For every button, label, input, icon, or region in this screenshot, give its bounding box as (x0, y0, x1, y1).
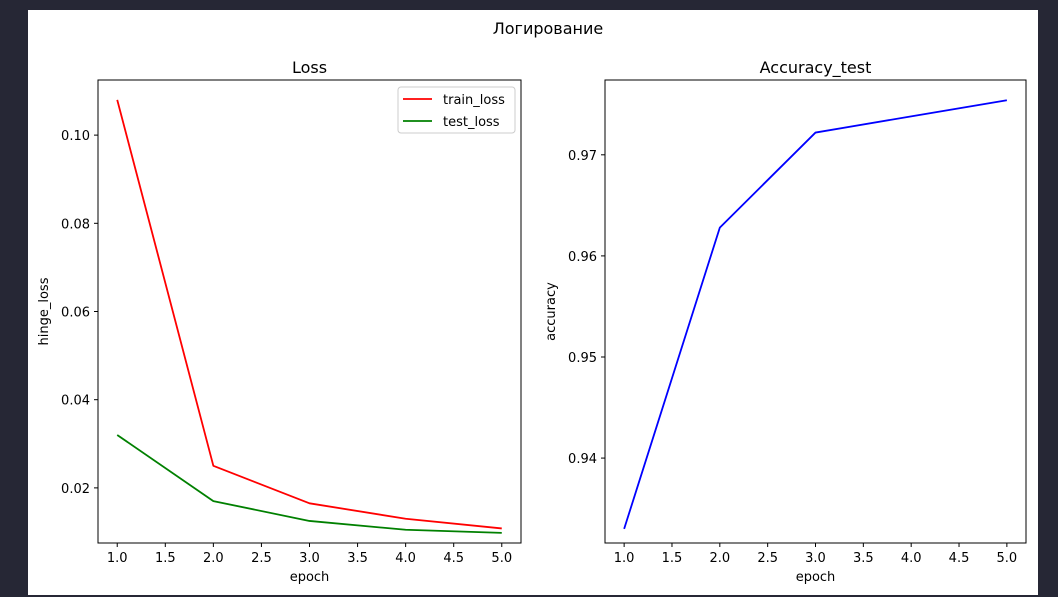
accuracy-chart: Accuracy_test 1.0 1.5 2.0 2.5 3.0 3.5 4.0 4.5 5.0… (544, 58, 1027, 585)
accuracy-chart-title: Accuracy_test (760, 58, 872, 78)
accuracy-y-tick-label: 0.94 (568, 452, 597, 467)
loss-x-tick-label: 2.5 (251, 551, 272, 566)
loss-y-tick-label: 0.08 (61, 217, 90, 232)
loss-line-test-loss (116, 434, 502, 534)
accuracy-y-tick-label: 0.95 (568, 351, 597, 366)
accuracy-x-tick-label: 4.0 (901, 551, 922, 566)
loss-x-tick-label: 1.0 (107, 551, 128, 566)
figure-suptitle: Логирование (493, 19, 604, 38)
loss-y-tick-label: 0.10 (61, 129, 90, 144)
figure: Логирование Loss 1.0 1.5 2.0 2.5 3.0 3.5 4.0 4.5… (28, 10, 1038, 595)
loss-x-tick-label: 4.0 (395, 551, 416, 566)
accuracy-line-series-0 (623, 99, 1008, 530)
loss-chart: Loss 1.0 1.5 2.0 2.5 3.0 3.5 4.0 4.5 5.0 0.02 0.04 0… (37, 58, 522, 585)
loss-chart-title: Loss (292, 58, 327, 77)
accuracy-x-tick-label: 3.0 (805, 551, 826, 566)
accuracy-x-tick-label: 2.5 (757, 551, 778, 566)
accuracy-x-axis-label: epoch (796, 570, 836, 585)
accuracy-y-tick-label: 0.97 (568, 149, 597, 164)
loss-x-tick-label: 5.0 (491, 551, 512, 566)
accuracy-y-axis-label: accuracy (544, 282, 559, 341)
accuracy-x-tick-label: 5.0 (997, 551, 1018, 566)
accuracy-y-tick-label: 0.96 (568, 250, 597, 265)
loss-y-tick-label: 0.06 (61, 306, 90, 321)
loss-legend: train_loss test_loss (397, 86, 516, 134)
loss-y-tick-label: 0.02 (61, 482, 90, 497)
loss-axes-frame (97, 79, 522, 544)
figure-canvas: Логирование Loss 1.0 1.5 2.0 2.5 3.0 3.5 4.0 4.5… (37, 19, 1027, 585)
loss-x-axis-label: epoch (290, 570, 330, 585)
loss-series-group (116, 99, 502, 534)
accuracy-axes-frame (604, 79, 1027, 544)
loss-x-tick-label: 1.5 (155, 551, 176, 566)
loss-x-tick-label: 3.0 (299, 551, 320, 566)
accuracy-series-group (623, 99, 1008, 530)
accuracy-x-tick-label: 3.5 (853, 551, 874, 566)
loss-y-axis-label: hinge_loss (37, 277, 52, 345)
accuracy-x-tick-label: 1.0 (614, 551, 635, 566)
loss-x-tick-label: 3.5 (347, 551, 368, 566)
accuracy-x-tick-label: 4.5 (949, 551, 970, 566)
loss-x-tick-label: 2.0 (203, 551, 224, 566)
loss-y-tick-label: 0.04 (61, 394, 90, 409)
loss-legend-label-train-loss: train_loss (443, 93, 505, 108)
loss-legend-label-test-loss: test_loss (443, 115, 500, 130)
accuracy-x-tick-label: 1.5 (662, 551, 683, 566)
loss-x-tick-label: 4.5 (443, 551, 464, 566)
loss-line-train-loss (116, 99, 502, 530)
accuracy-x-tick-label: 2.0 (709, 551, 730, 566)
